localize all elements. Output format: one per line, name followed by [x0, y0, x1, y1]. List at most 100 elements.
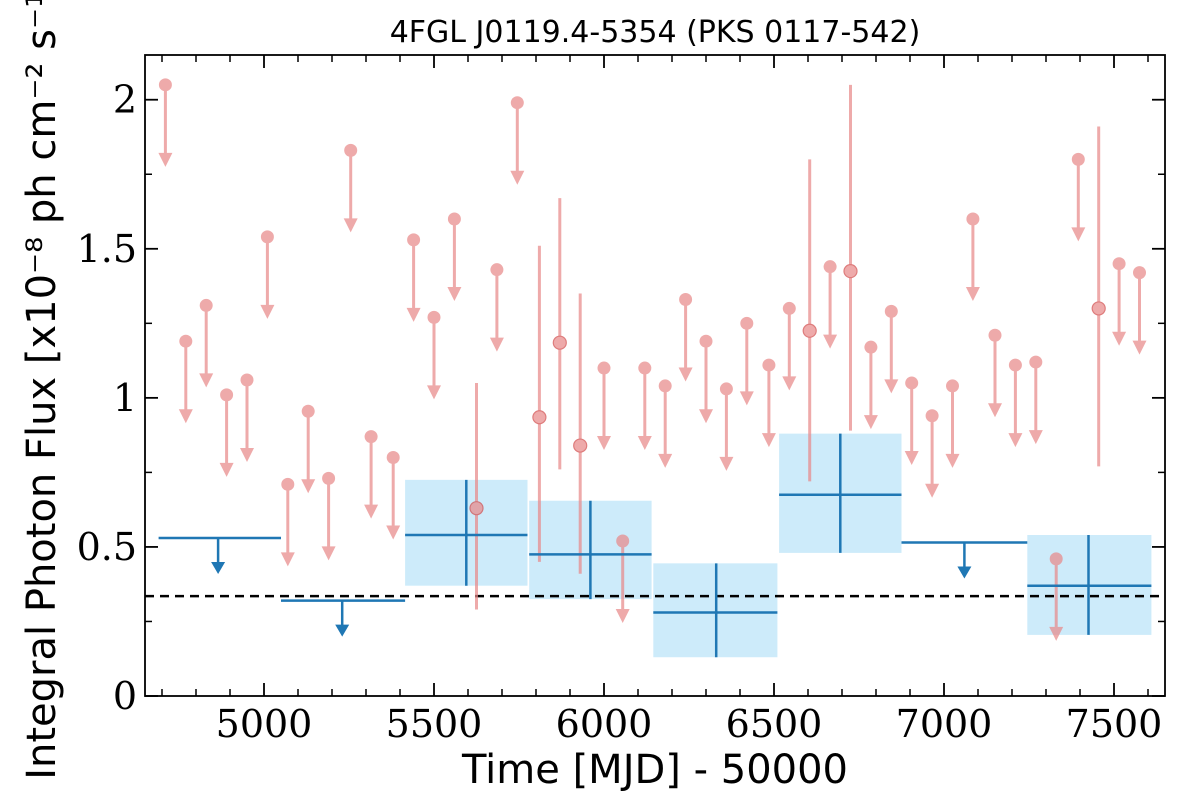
upper-limit-arrow-30	[904, 450, 919, 465]
upper-limit-14	[447, 212, 462, 301]
upper-limit-39	[1112, 257, 1127, 346]
upper-limit-arrow-36	[1028, 430, 1043, 445]
upper-limit-arrow-33	[965, 286, 980, 301]
upper-limit-3	[219, 388, 234, 477]
detection-point-5	[843, 264, 858, 279]
upper-limit-15	[489, 263, 504, 352]
upper-limit-point-13	[427, 310, 441, 324]
upper-limit-point-4	[240, 373, 254, 387]
upper-limit-26	[782, 301, 797, 391]
upper-limit-32	[945, 379, 960, 468]
upper-limit-arrow-19	[637, 436, 652, 451]
upper-limit-point-23	[719, 382, 733, 396]
upper-limit-point-34	[988, 328, 1002, 342]
upper-limit-point-8	[322, 471, 336, 485]
upper-limit-28	[863, 340, 878, 430]
upper-limit-27	[823, 260, 838, 349]
upper-limit-point-14	[447, 212, 461, 226]
upper-limit-point-7	[301, 404, 315, 418]
upper-limit-arrow-24	[739, 391, 754, 406]
axes-layer: 5000 5500 6000 6500 7000 7500 0 0.5 1 1.5 2	[77, 54, 1166, 746]
upper-limit-point-2	[199, 298, 213, 312]
x-tick-label-3: 6500	[726, 702, 823, 746]
upper-limit-arrow-35	[1008, 433, 1023, 448]
detection-2	[552, 198, 567, 470]
upper-limit-23	[719, 382, 734, 471]
plot-frame	[144, 54, 1166, 697]
upper-limit-arrow-32	[945, 453, 960, 468]
upper-limit-point-37	[1049, 552, 1063, 566]
upper-limit-point-30	[905, 376, 919, 390]
upper-limit-arrow-7	[301, 479, 316, 494]
detection-1	[532, 245, 547, 562]
detection-0	[469, 382, 484, 610]
upper-limit-10	[364, 430, 379, 519]
upper-limit-point-19	[638, 361, 652, 375]
upper-limit-point-28	[864, 340, 878, 354]
upper-limit-arrow-1	[178, 409, 193, 424]
long-bin-limit-arrow-0	[211, 561, 226, 574]
upper-limit-29	[884, 304, 899, 394]
upper-limit-point-21	[679, 292, 693, 306]
detection-point-3	[573, 438, 588, 453]
upper-limit-arrow-28	[863, 415, 878, 430]
upper-limit-point-15	[490, 263, 504, 277]
upper-limit-arrow-23	[719, 456, 734, 471]
upper-limit-point-40	[1133, 266, 1146, 280]
upper-limit-2	[199, 298, 214, 388]
upper-limit-36	[1028, 355, 1043, 445]
upper-limit-arrow-22	[699, 409, 713, 424]
upper-limit-arrow-27	[823, 334, 838, 349]
upper-limit-arrow-15	[489, 337, 504, 352]
upper-limit-point-1	[179, 334, 193, 348]
detection-6	[1091, 126, 1106, 467]
upper-limit-arrow-10	[364, 504, 379, 519]
upper-limit-point-24	[740, 316, 754, 330]
detection-point-2	[552, 335, 567, 350]
upper-limit-arrow-4	[240, 447, 254, 462]
upper-limit-21	[678, 292, 693, 382]
upper-limit-point-26	[782, 301, 796, 315]
detection-point-4	[802, 323, 817, 338]
upper-limit-8	[321, 471, 336, 561]
upper-limit-arrow-3	[219, 462, 234, 477]
upper-limit-arrow-2	[199, 373, 214, 388]
upper-limit-33	[965, 212, 980, 301]
upper-limit-35	[1008, 358, 1023, 448]
upper-limit-20	[658, 379, 673, 468]
upper-limit-arrow-0	[158, 152, 173, 167]
x-tick-label-0: 5000	[216, 702, 313, 746]
upper-limit-arrow-39	[1112, 331, 1127, 346]
upper-limit-19	[637, 361, 652, 451]
upper-limit-arrow-18	[615, 608, 630, 623]
upper-limit-point-29	[884, 304, 898, 318]
upper-limit-arrow-11	[386, 525, 401, 540]
upper-limit-point-6	[281, 477, 295, 491]
y-tick-label-1: 0.5	[77, 525, 137, 569]
upper-limit-arrow-5	[260, 304, 275, 319]
x-tick-label-5: 7500	[1066, 702, 1163, 746]
x-tick-label-1: 5500	[386, 702, 483, 746]
upper-limit-point-38	[1071, 152, 1085, 166]
upper-limit-arrow-17	[597, 436, 611, 451]
upper-limit-31	[925, 409, 940, 498]
upper-limit-34	[988, 328, 1002, 418]
upper-limit-arrow-20	[658, 453, 673, 468]
upper-limit-18	[615, 534, 630, 623]
upper-limit-point-31	[925, 409, 939, 423]
upper-limit-7	[301, 404, 316, 494]
upper-limit-arrow-37	[1049, 626, 1064, 641]
upper-limit-1	[178, 334, 193, 424]
upper-limit-arrow-34	[988, 403, 1002, 418]
detection-4	[802, 159, 817, 482]
upper-limit-point-36	[1029, 355, 1043, 369]
upper-limit-point-16	[510, 96, 524, 110]
upper-limit-arrow-13	[427, 385, 441, 400]
upper-limit-arrow-26	[782, 376, 797, 391]
y-axis-label: Integral Photon Flux [x10⁻⁸ ph cm⁻² s⁻¹]	[19, 0, 65, 780]
long-bin-limit-arrow-1	[335, 624, 350, 637]
detection-point-0	[469, 501, 484, 516]
upper-limit-point-11	[386, 450, 400, 464]
upper-limit-24	[739, 316, 754, 406]
